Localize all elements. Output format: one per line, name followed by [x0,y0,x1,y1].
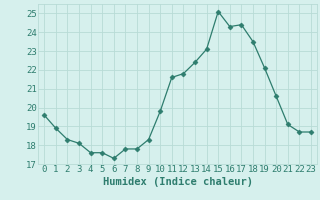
X-axis label: Humidex (Indice chaleur): Humidex (Indice chaleur) [103,177,252,187]
